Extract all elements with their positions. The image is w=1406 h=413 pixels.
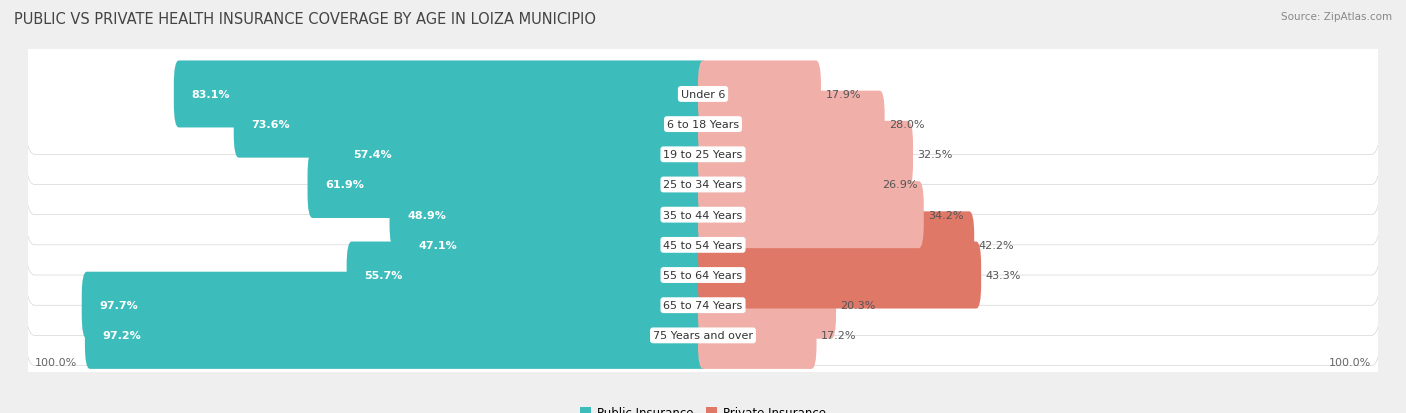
FancyBboxPatch shape xyxy=(389,182,709,249)
Text: 19 to 25 Years: 19 to 25 Years xyxy=(664,150,742,160)
Text: 97.2%: 97.2% xyxy=(103,330,141,341)
Text: 32.5%: 32.5% xyxy=(918,150,953,160)
FancyBboxPatch shape xyxy=(697,302,817,369)
FancyBboxPatch shape xyxy=(25,275,1381,396)
FancyBboxPatch shape xyxy=(697,152,877,218)
FancyBboxPatch shape xyxy=(697,212,974,279)
Text: 48.9%: 48.9% xyxy=(408,210,446,220)
FancyBboxPatch shape xyxy=(25,155,1381,275)
Text: Under 6: Under 6 xyxy=(681,90,725,100)
Text: 57.4%: 57.4% xyxy=(353,150,392,160)
Text: PUBLIC VS PRIVATE HEALTH INSURANCE COVERAGE BY AGE IN LOIZA MUNICIPIO: PUBLIC VS PRIVATE HEALTH INSURANCE COVER… xyxy=(14,12,596,27)
Text: 34.2%: 34.2% xyxy=(928,210,963,220)
FancyBboxPatch shape xyxy=(84,302,709,369)
Text: 20.3%: 20.3% xyxy=(841,301,876,311)
FancyBboxPatch shape xyxy=(174,61,709,128)
Text: 97.7%: 97.7% xyxy=(100,301,138,311)
Text: Source: ZipAtlas.com: Source: ZipAtlas.com xyxy=(1281,12,1392,22)
Text: 45 to 54 Years: 45 to 54 Years xyxy=(664,240,742,250)
FancyBboxPatch shape xyxy=(233,91,709,158)
Text: 17.9%: 17.9% xyxy=(825,90,860,100)
FancyBboxPatch shape xyxy=(25,215,1381,336)
Text: 6 to 18 Years: 6 to 18 Years xyxy=(666,120,740,130)
Text: 47.1%: 47.1% xyxy=(419,240,457,250)
Text: 75 Years and over: 75 Years and over xyxy=(652,330,754,341)
FancyBboxPatch shape xyxy=(308,152,709,218)
Text: 55.7%: 55.7% xyxy=(364,271,402,280)
Text: 28.0%: 28.0% xyxy=(889,120,925,130)
FancyBboxPatch shape xyxy=(25,35,1381,155)
FancyBboxPatch shape xyxy=(697,121,912,188)
Text: 83.1%: 83.1% xyxy=(191,90,231,100)
FancyBboxPatch shape xyxy=(25,64,1381,185)
FancyBboxPatch shape xyxy=(82,272,709,339)
Text: 55 to 64 Years: 55 to 64 Years xyxy=(664,271,742,280)
Legend: Public Insurance, Private Insurance: Public Insurance, Private Insurance xyxy=(575,401,831,413)
Text: 42.2%: 42.2% xyxy=(979,240,1014,250)
Text: 61.9%: 61.9% xyxy=(325,180,364,190)
Text: 25 to 34 Years: 25 to 34 Years xyxy=(664,180,742,190)
Text: 65 to 74 Years: 65 to 74 Years xyxy=(664,301,742,311)
FancyBboxPatch shape xyxy=(25,245,1381,366)
FancyBboxPatch shape xyxy=(697,91,884,158)
Text: 17.2%: 17.2% xyxy=(821,330,856,341)
FancyBboxPatch shape xyxy=(25,185,1381,306)
FancyBboxPatch shape xyxy=(401,212,709,279)
FancyBboxPatch shape xyxy=(697,272,837,339)
FancyBboxPatch shape xyxy=(25,95,1381,215)
Text: 100.0%: 100.0% xyxy=(34,357,77,367)
FancyBboxPatch shape xyxy=(697,242,981,309)
FancyBboxPatch shape xyxy=(697,182,924,249)
FancyBboxPatch shape xyxy=(697,61,821,128)
Text: 100.0%: 100.0% xyxy=(1329,357,1372,367)
FancyBboxPatch shape xyxy=(336,121,709,188)
Text: 43.3%: 43.3% xyxy=(986,271,1021,280)
Text: 73.6%: 73.6% xyxy=(252,120,290,130)
FancyBboxPatch shape xyxy=(347,242,709,309)
Text: 26.9%: 26.9% xyxy=(882,180,918,190)
FancyBboxPatch shape xyxy=(25,125,1381,245)
Text: 35 to 44 Years: 35 to 44 Years xyxy=(664,210,742,220)
